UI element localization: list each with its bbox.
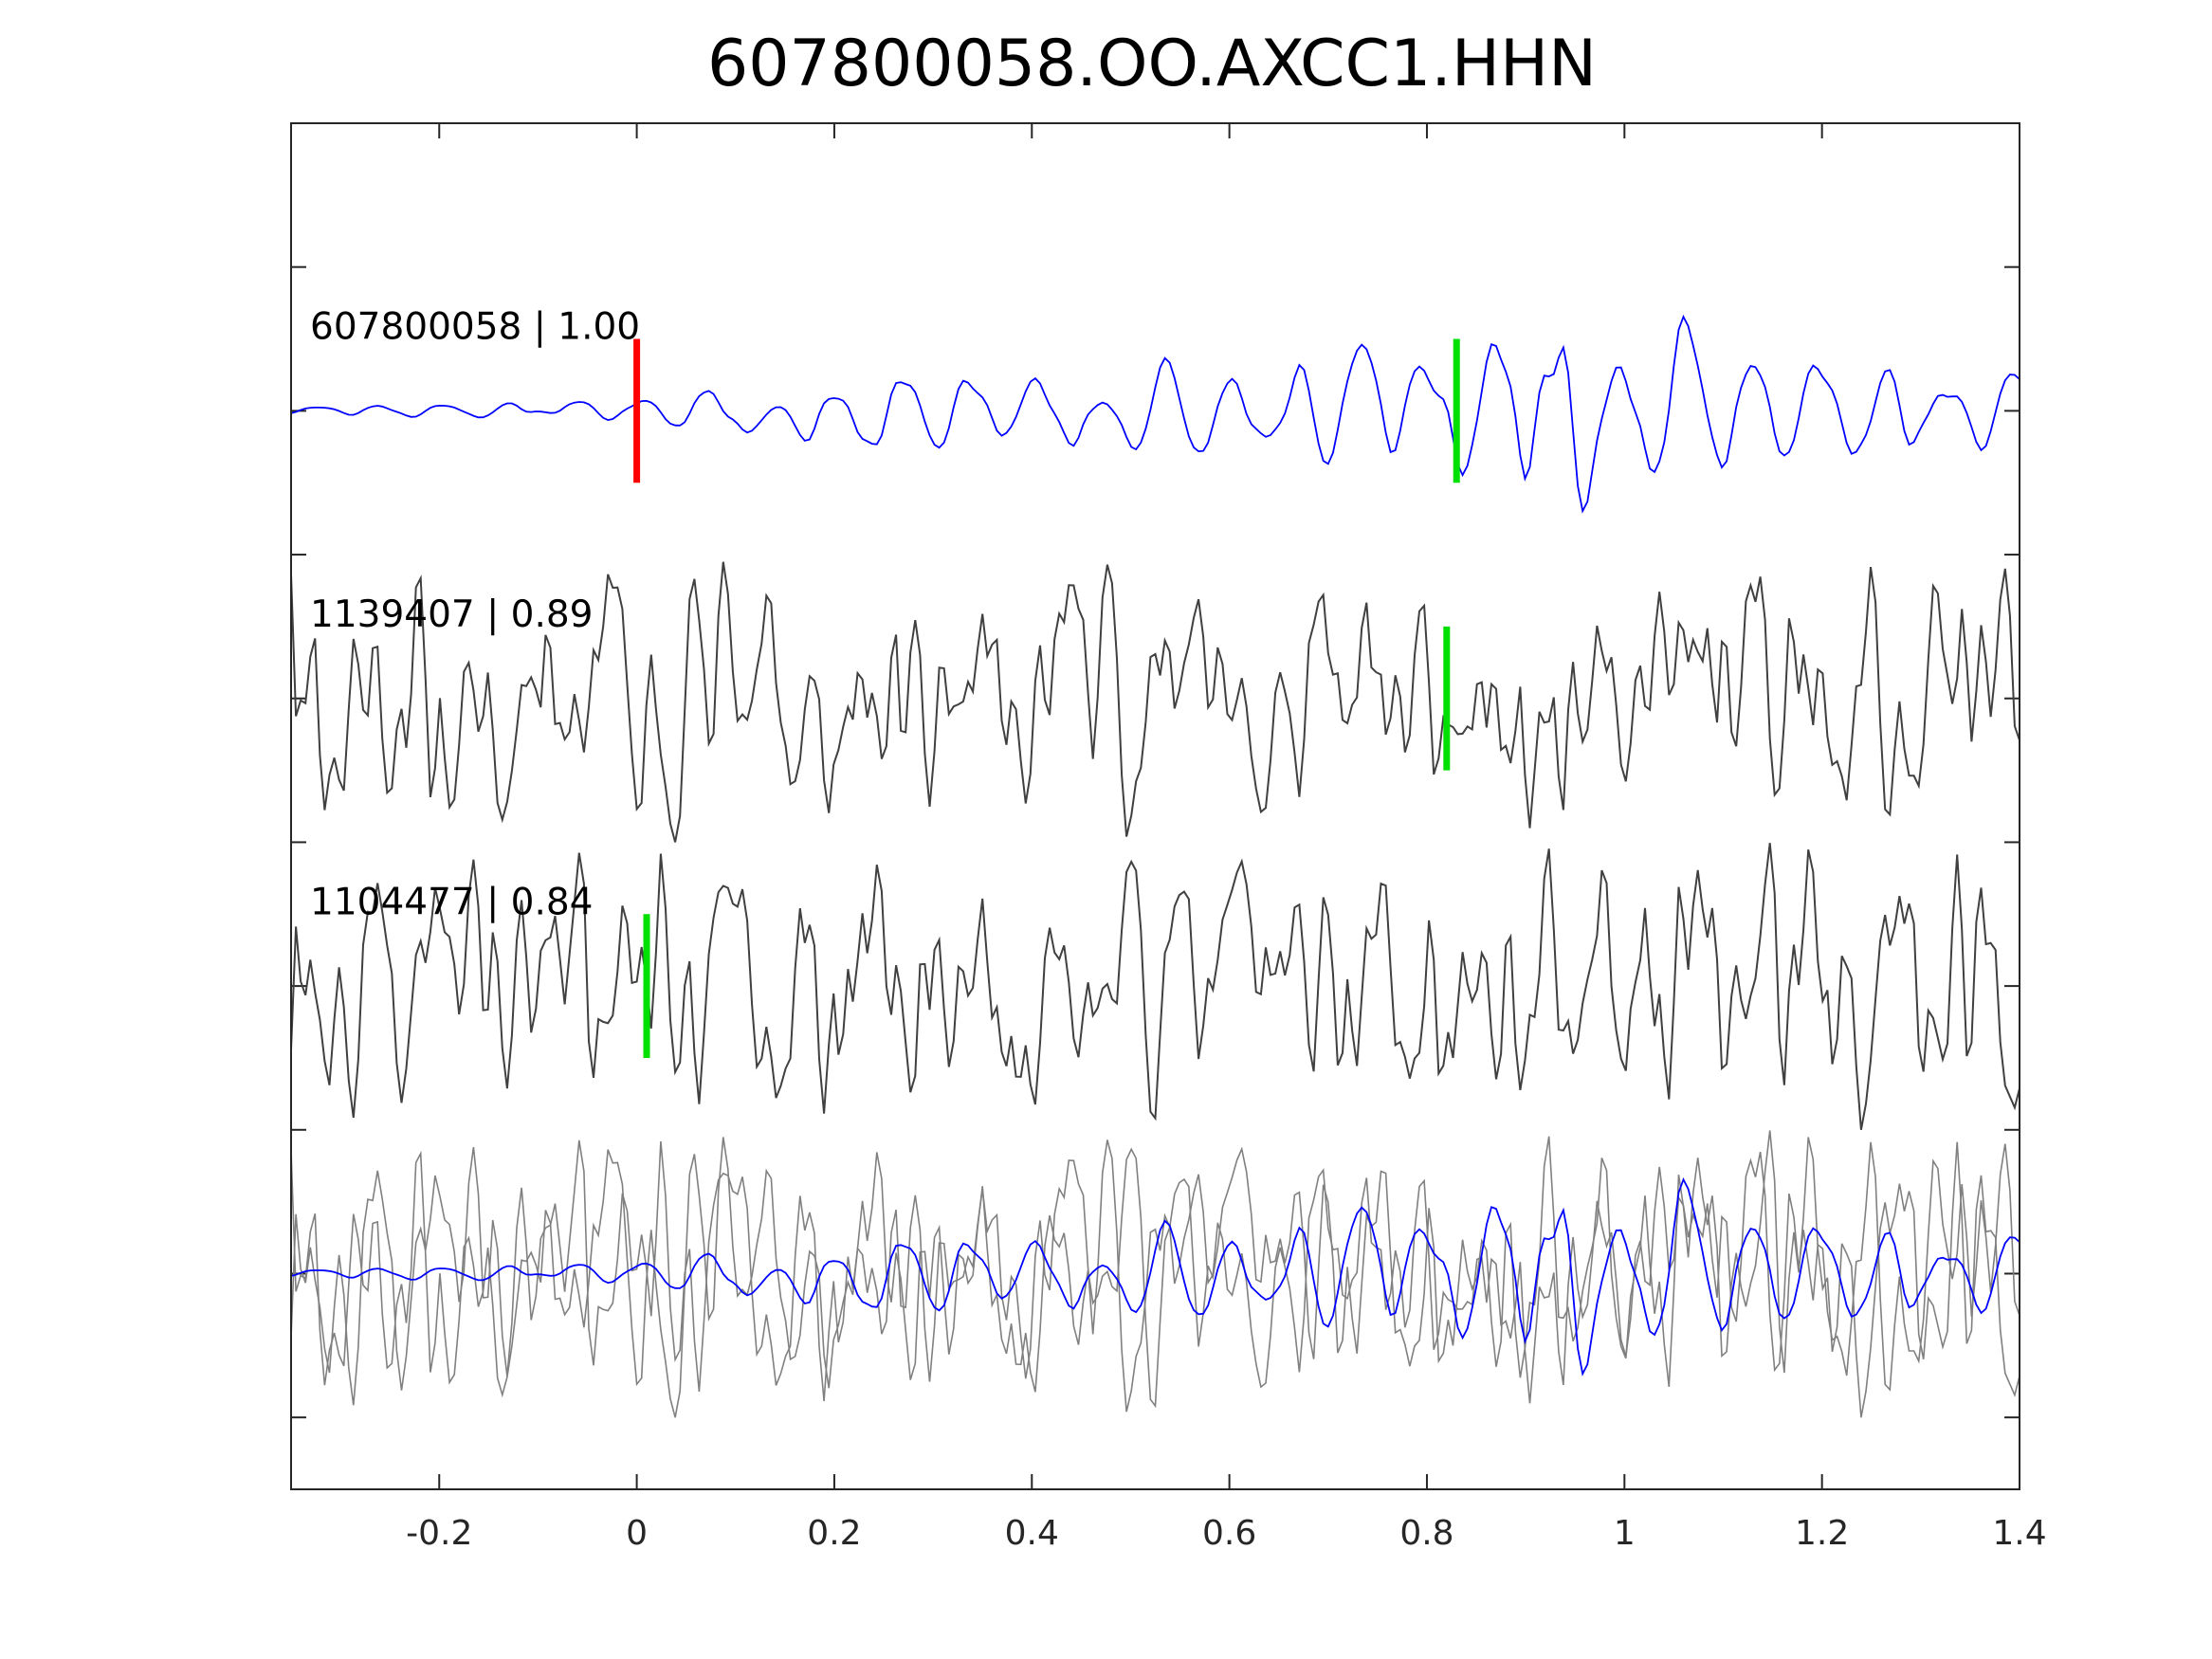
chart-title: 607800058.OO.AXCC1.HHN bbox=[707, 27, 1597, 101]
axis-ticks: -0.2 0 0.2 0.4 0.6 0.8 1 1.2 1.4 bbox=[291, 123, 2047, 1553]
x-tick-label: 0.8 bbox=[1399, 1514, 1453, 1553]
x-tick-label: 1 bbox=[1614, 1514, 1636, 1553]
x-tick-label: 0 bbox=[626, 1514, 648, 1553]
x-tick-label: 0.2 bbox=[807, 1514, 861, 1553]
trace-labels: 607800058 | 1.00 1139407 | 0.89 1104477 | … bbox=[310, 306, 640, 924]
trace-line bbox=[290, 314, 2020, 514]
traces bbox=[290, 314, 2020, 1418]
trace-label: 1104477 | 0.84 bbox=[310, 881, 593, 923]
trace-line bbox=[290, 843, 2020, 1130]
trace-label: 1139407 | 0.89 bbox=[310, 593, 593, 636]
x-tick-label: 1.2 bbox=[1795, 1514, 1849, 1553]
trace-label: 607800058 | 1.00 bbox=[310, 306, 640, 349]
overlay-trace bbox=[290, 1137, 2020, 1418]
trace-line bbox=[290, 561, 2020, 843]
x-tick-label: 0.4 bbox=[1005, 1514, 1059, 1553]
axes-frame bbox=[290, 122, 2020, 1490]
overlay-trace bbox=[290, 1130, 2020, 1418]
x-tick-label: 0.6 bbox=[1202, 1514, 1256, 1553]
x-tick-label: -0.2 bbox=[406, 1514, 472, 1553]
x-tick-label: 1.4 bbox=[1992, 1514, 2046, 1553]
overlay-trace bbox=[290, 1176, 2020, 1376]
